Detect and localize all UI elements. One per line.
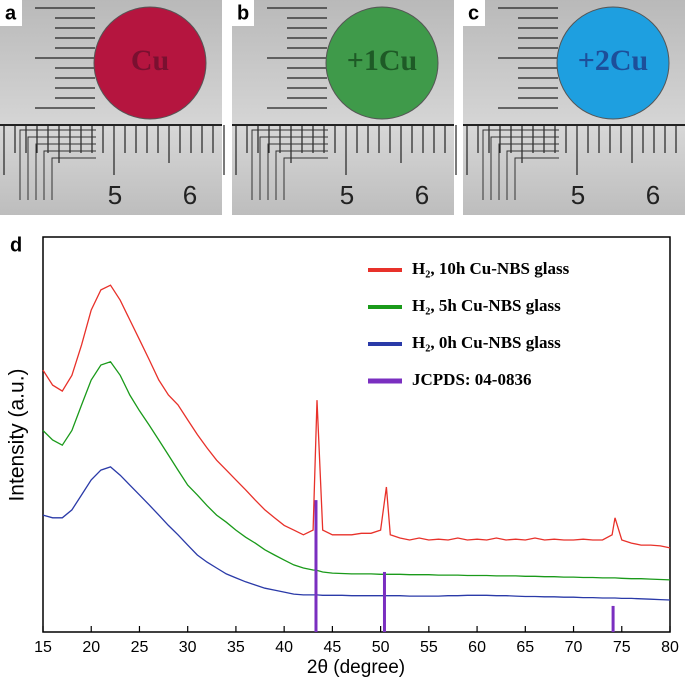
sample-label: Cu <box>131 44 169 77</box>
photo: 5 6 +1Cu b <box>232 0 457 215</box>
ruler-number: 5 <box>340 180 354 210</box>
legend-label: H₂, 5h Cu-NBS glass <box>412 296 561 315</box>
x-tick-label: 40 <box>275 639 293 656</box>
photo: 5 6 +2Cu c <box>463 0 685 215</box>
x-tick-label: 30 <box>179 639 197 656</box>
data-line <box>42 466 671 601</box>
ruler-corner <box>490 136 559 200</box>
x-tick-label: 70 <box>565 639 583 656</box>
ruler-number: 6 <box>183 180 197 210</box>
glass-disc <box>325 6 439 120</box>
ruler-number: 6 <box>415 180 429 210</box>
x-tick-label: 45 <box>323 639 341 656</box>
ruler-corner <box>275 150 328 200</box>
label-box <box>463 0 485 26</box>
x-tick-label: 65 <box>516 639 534 656</box>
ruler-corner <box>251 129 328 200</box>
sample-label: +2Cu <box>578 44 648 77</box>
ruler-corner <box>259 136 328 200</box>
x-tick-label: 75 <box>613 639 631 656</box>
legend-label: H₂, 10h Cu-NBS glass <box>412 259 570 278</box>
x-axis-label: 2θ (degree) <box>307 657 405 678</box>
ruler-corner <box>506 150 559 200</box>
ruler-number: 5 <box>108 180 122 210</box>
ruler-corner <box>283 157 328 200</box>
ruler-corner <box>482 129 559 200</box>
x-tick-label: 50 <box>372 639 390 656</box>
legend-label: H₂, 0h Cu-NBS glass <box>412 333 561 352</box>
photo-panels: 5 6 Cu a 5 6 +1Cu b 5 6 +2Cu c <box>0 0 685 215</box>
xrd-chart: d 2θ (degree) Intensity (a.u.) 15 20 25 30 3… <box>6 234 679 678</box>
label-box <box>0 0 22 26</box>
ruler-corner <box>35 143 96 200</box>
x-tick-label: 55 <box>420 639 438 656</box>
data-line <box>42 284 671 549</box>
x-tick-label: 25 <box>131 639 149 656</box>
glass-disc <box>93 6 207 120</box>
ruler-corner <box>498 143 559 200</box>
plot-frame <box>42 236 671 633</box>
photo: 5 6 Cu a <box>0 0 225 215</box>
ruler-number: 6 <box>646 180 660 210</box>
legend-label: JCPDS: 04-0836 <box>412 370 531 389</box>
label-box <box>232 0 254 26</box>
panel-label: a <box>5 2 17 24</box>
ruler-corner <box>19 129 96 200</box>
sample-label: +1Cu <box>347 44 417 77</box>
data-line <box>42 361 671 581</box>
x-tick-label: 15 <box>34 639 52 656</box>
panel-label: c <box>468 2 479 24</box>
ruler-corner <box>267 143 328 200</box>
x-tick-label: 35 <box>227 639 245 656</box>
ruler-corner <box>51 157 96 200</box>
glass-disc <box>556 6 670 120</box>
panel-label: d <box>10 234 22 256</box>
ruler-number: 5 <box>571 180 585 210</box>
ruler-corner <box>514 157 559 200</box>
panel-label: b <box>237 2 249 24</box>
x-tick-label: 80 <box>661 639 679 656</box>
ruler-corner <box>43 150 96 200</box>
x-tick-label: 60 <box>468 639 486 656</box>
ruler-corner <box>27 136 96 200</box>
y-axis-label: Intensity (a.u.) <box>6 368 29 501</box>
x-tick-label: 20 <box>82 639 100 656</box>
